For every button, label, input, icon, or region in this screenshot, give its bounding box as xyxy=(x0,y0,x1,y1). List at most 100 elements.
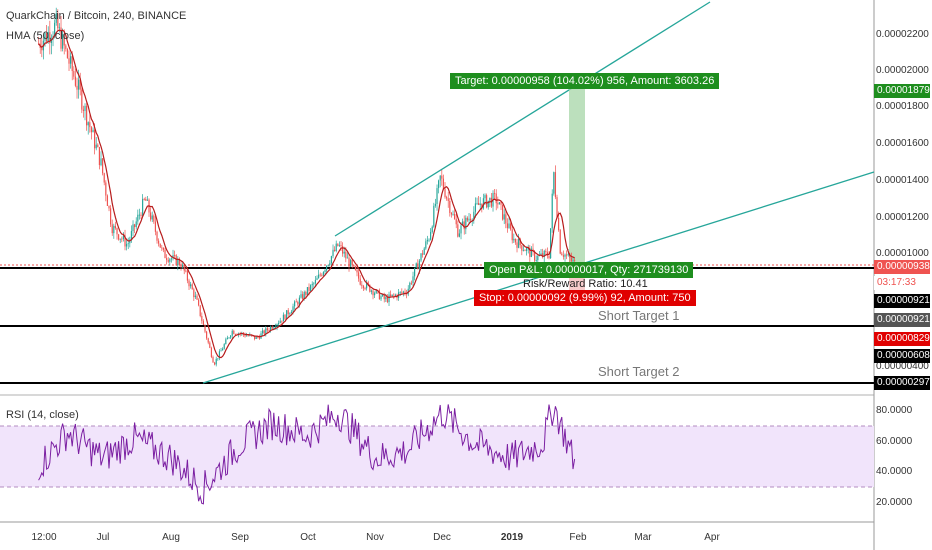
time-tick-label: 2019 xyxy=(501,532,523,543)
candle-body xyxy=(564,255,565,257)
candle-body xyxy=(329,263,330,265)
candle-body xyxy=(336,244,337,251)
candle-body xyxy=(120,239,121,240)
rsi-tick-label: 20.0000 xyxy=(876,497,928,508)
candle-body xyxy=(161,248,162,249)
candle-body xyxy=(284,315,285,319)
candle-body xyxy=(102,158,103,173)
candle-body xyxy=(555,172,556,197)
candle-body xyxy=(331,256,332,263)
candle-body xyxy=(355,266,356,270)
candle-body xyxy=(67,49,68,58)
candle-body xyxy=(510,224,511,230)
candle-body xyxy=(516,242,517,247)
candle-body xyxy=(59,27,60,28)
candle-body xyxy=(371,291,372,292)
candle-body xyxy=(526,248,527,251)
candle-body xyxy=(475,203,476,211)
candle-body xyxy=(160,244,161,248)
candle-body xyxy=(107,196,108,206)
hma-legend[interactable]: HMA (50, close) xyxy=(6,30,84,42)
candle-body xyxy=(108,206,109,208)
candle-body xyxy=(192,284,193,289)
countdown-tag: 03:17:33 xyxy=(874,276,930,290)
candle-body xyxy=(411,283,412,284)
candle-body xyxy=(563,255,564,257)
candle-body xyxy=(155,222,156,232)
stop-box[interactable]: Stop: 0.00000092 (9.99%) 92, Amount: 750 xyxy=(474,290,696,306)
candle-body xyxy=(150,212,151,219)
candle-body xyxy=(337,244,338,246)
rsi-tick-label: 60.0000 xyxy=(876,436,928,447)
time-tick-label: Oct xyxy=(300,532,316,543)
price-tick-label: 0.00001800 xyxy=(876,101,928,112)
candle-body xyxy=(443,179,444,189)
candle-body xyxy=(385,297,386,299)
candle-body xyxy=(296,302,297,303)
candle-body xyxy=(264,330,265,333)
rsi-tick-label: 80.0000 xyxy=(876,405,928,416)
symbol-legend[interactable]: QuarkChain / Bitcoin, 240, BINANCE xyxy=(6,10,186,22)
candle-body xyxy=(104,173,105,182)
candle-body xyxy=(361,285,362,286)
candle-body xyxy=(507,223,508,228)
candle-body xyxy=(502,205,503,220)
candle-body xyxy=(84,106,85,111)
candle-body xyxy=(505,214,506,223)
candle-body xyxy=(105,183,106,196)
candle-body xyxy=(420,253,421,260)
candle-body xyxy=(428,240,429,241)
price-tick-label: 0.00001400 xyxy=(876,175,928,186)
candle-body xyxy=(308,287,309,291)
candle-body xyxy=(75,77,76,86)
candle-body xyxy=(497,203,498,204)
candle-body xyxy=(363,286,364,288)
candle-body xyxy=(558,218,559,230)
candle-body xyxy=(217,358,218,359)
candle-body xyxy=(294,302,295,307)
candle-body xyxy=(158,241,159,244)
candle-body xyxy=(496,194,497,204)
candle-body xyxy=(176,255,177,265)
candle-body xyxy=(89,122,90,127)
candle-body xyxy=(424,248,425,254)
candle-body xyxy=(524,250,525,251)
candle-body xyxy=(390,294,391,295)
candle-body xyxy=(352,260,353,265)
candle-body xyxy=(73,71,74,77)
candle-body xyxy=(153,216,154,222)
candle-body xyxy=(156,232,157,241)
candle-body xyxy=(568,254,569,255)
candle-body xyxy=(552,194,553,229)
candle-body xyxy=(225,339,226,344)
candle-body xyxy=(140,215,141,216)
candle-body xyxy=(344,252,345,254)
candle-body xyxy=(452,214,453,215)
candle-body xyxy=(440,176,441,181)
candle-body xyxy=(137,215,138,222)
candle-body xyxy=(427,240,428,241)
candle-body xyxy=(230,336,231,338)
candle-body xyxy=(83,110,84,111)
candle-body xyxy=(478,203,479,205)
candle-body xyxy=(132,224,133,231)
candle-body xyxy=(286,310,287,319)
time-tick-label: Nov xyxy=(366,532,384,543)
candle-body xyxy=(476,203,477,204)
candle-body xyxy=(512,229,513,240)
candle-body xyxy=(460,225,461,233)
candle-body xyxy=(321,275,322,276)
entry-price-tag: 0.00000921 xyxy=(874,294,930,308)
price-tick-label: 0.00002200 xyxy=(876,29,928,40)
candle-body xyxy=(145,199,146,201)
time-tick-label: Mar xyxy=(634,532,651,543)
target-box[interactable]: Target: 0.00000958 (104.02%) 956, Amount… xyxy=(450,73,719,89)
candle-body xyxy=(435,204,436,206)
candle-body xyxy=(289,313,290,314)
candle-body xyxy=(169,259,170,262)
rsi-legend[interactable]: RSI (14, close) xyxy=(6,409,79,421)
candle-body xyxy=(504,214,505,219)
candle-body xyxy=(248,336,249,337)
candle-body xyxy=(211,348,212,357)
candle-body xyxy=(513,239,514,240)
